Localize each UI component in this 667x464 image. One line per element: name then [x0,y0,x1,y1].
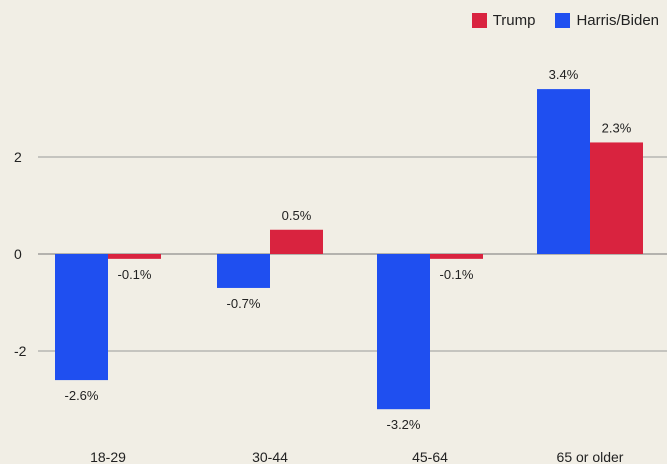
legend-item-harris-biden: Harris/Biden [555,12,659,29]
bar-harris-biden-30-44 [217,254,270,288]
legend-label-harris-biden: Harris/Biden [576,12,659,29]
data-label-trump-45-64: -0.1% [440,267,474,282]
bar-trump-30-44 [270,229,323,254]
bar-harris-biden-45-64 [377,254,430,410]
bar-harris-biden-65-or-older [537,89,590,254]
bar-trump-65-or-older [590,142,643,254]
data-label-trump-18-29: -0.1% [118,267,152,282]
x-tick-label-45-64: 45-64 [412,449,448,464]
legend-item-trump: Trump [471,12,536,29]
y-tick-label-0: 0 [14,246,22,262]
x-tick-label-18-29: 18-29 [90,449,126,464]
data-label-trump-65-or-older: 2.3% [602,120,632,135]
x-tick-label-30-44: 30-44 [252,449,288,464]
legend: Trump Harris/Biden [471,12,659,29]
bar-trump-45-64 [430,254,483,259]
y-tick-label-2: 2 [14,149,22,165]
data-label-harris-biden-65-or-older: 3.4% [549,67,579,82]
data-label-harris-biden-18-29: -2.6% [65,388,99,403]
data-label-harris-biden-30-44: -0.7% [227,296,261,311]
bar-harris-biden-18-29 [55,254,108,381]
y-tick-label-neg2: -2 [14,343,27,359]
data-label-trump-30-44: 0.5% [282,208,312,223]
legend-swatch-harris-biden [555,13,571,28]
x-tick-label-65-or-older: 65 or older [557,449,624,464]
data-label-harris-biden-45-64: -3.2% [387,417,421,432]
legend-label-trump: Trump [492,12,536,29]
bar-trump-18-29 [108,254,161,259]
legend-swatch-trump [471,13,487,28]
